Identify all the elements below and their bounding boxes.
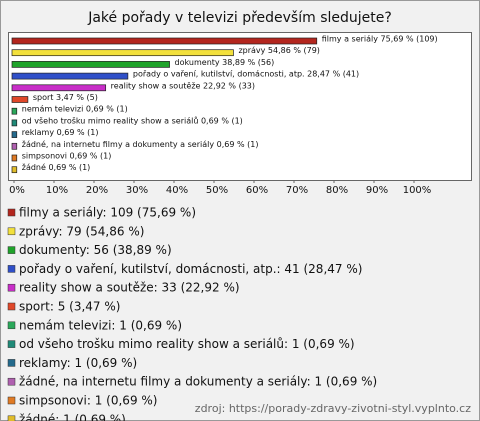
data-label: sport 3,47 % (5) [33, 93, 98, 102]
legend-swatch [7, 227, 16, 236]
legend-swatch [7, 377, 16, 386]
legend-label: žádné: 1 (0,69 %) [19, 412, 126, 421]
bar [11, 37, 318, 45]
x-tick-label: 90% [366, 185, 388, 196]
data-label: zprávy 54,86 % (79) [238, 46, 320, 55]
legend-swatch [7, 340, 16, 348]
data-label: pořady o vaření, kutilství, domácnosti, … [133, 70, 359, 79]
data-label: filmy a seriály 75,69 % (109) [322, 35, 438, 44]
x-tick-label: 20% [86, 185, 108, 196]
legend-swatch [7, 265, 16, 273]
legend-label: nemám televizi: 1 (0,69 %) [19, 318, 182, 332]
legend-label: dokumenty: 56 (38,89 %) [19, 243, 172, 257]
legend-swatch [7, 415, 16, 421]
source: zdroj: https://porady-zdravy-zivotni-sty… [195, 402, 471, 415]
data-label: dokumenty 38,89 % (56) [175, 58, 275, 67]
legend-label: sport: 5 (3,47 %) [19, 300, 120, 314]
legend-swatch [7, 283, 16, 292]
x-tick-label: 0% [9, 185, 25, 196]
bar [11, 72, 129, 80]
legend-swatch [7, 246, 16, 254]
data-label: žádné, na internetu filmy a dokumenty a … [22, 139, 259, 149]
legend-swatch [7, 302, 16, 311]
bar [11, 61, 170, 68]
legend-swatch [7, 359, 16, 367]
legend-label: simpsonovi: 1 (0,69 %) [19, 394, 157, 408]
x-tick-label: 60% [246, 185, 268, 196]
bar [11, 84, 107, 92]
data-label: nemám televizi 0,69 % (1) [22, 105, 128, 114]
data-label: reklamy 0,69 % (1) [22, 128, 99, 137]
plot-area [8, 32, 472, 181]
x-tick-label: 10% [46, 185, 68, 196]
bar [11, 49, 234, 57]
bar [11, 119, 18, 127]
legend-label: filmy a seriály: 109 (75,69 %) [19, 206, 196, 220]
x-tick-label: 70% [286, 185, 308, 196]
chart-title: Jaké pořady v televizi především sleduje… [87, 10, 392, 26]
legend-swatch [7, 396, 16, 405]
legend-swatch [7, 321, 16, 330]
x-tick-label: 100% [403, 185, 432, 196]
legend-label: reklamy: 1 (0,69 %) [19, 356, 137, 370]
legend-label: pořady o vaření, kutilství, domácnosti, … [19, 262, 362, 276]
data-label: reality show a soutěže 22,92 % (33) [111, 81, 255, 90]
bar [11, 96, 29, 103]
legend-label: žádné, na internetu filmy a dokumenty a … [19, 375, 377, 389]
data-label: žádné 0,69 % (1) [22, 162, 91, 172]
x-tick-label: 80% [326, 185, 348, 196]
bar [11, 166, 18, 174]
bar [11, 107, 18, 115]
legend-label: zprávy: 79 (54,86 %) [19, 224, 144, 238]
data-label: simpsonovi 0,69 % (1) [22, 152, 112, 161]
x-tick-label: 50% [206, 185, 228, 196]
legend-label: reality show a soutěže: 33 (22,92 %) [19, 281, 240, 295]
x-tick-label: 30% [126, 185, 148, 196]
bar [11, 154, 18, 162]
data-label: od všeho trošku mimo reality show a seri… [22, 115, 243, 125]
legend-label: od všeho trošku mimo reality show a seri… [19, 337, 355, 351]
bar [11, 131, 18, 138]
x-tick-label: 40% [166, 185, 188, 196]
bar [11, 142, 18, 150]
legend-swatch [7, 208, 16, 217]
